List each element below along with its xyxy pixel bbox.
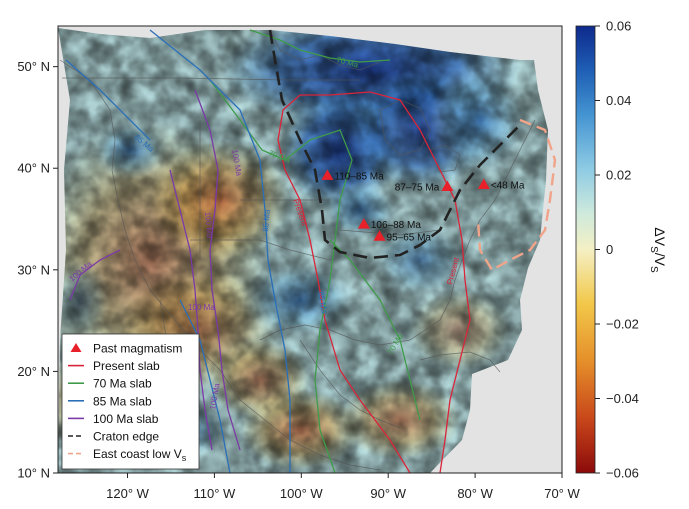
legend-item: East coast low Vs xyxy=(68,447,187,463)
colorbar-tick-label: 0.06 xyxy=(606,19,631,34)
colorbar: 0.06 0.04 0.02 0 −0.02 −0.04 −0.06 ΔVS/VS xyxy=(575,19,668,481)
legend-item: Present slab xyxy=(68,359,160,373)
slab-contours xyxy=(65,29,471,473)
magmatism-label: 95–65 Ma xyxy=(387,232,432,243)
ma70-slab-line-b xyxy=(209,79,353,473)
ma100-slab-line xyxy=(69,249,121,301)
colorbar-tick-label: 0.02 xyxy=(606,168,631,183)
colorbar-tick-label: −0.04 xyxy=(606,391,639,406)
lon-tick-label: 100° W xyxy=(280,486,324,501)
lat-tick-label: 20° N xyxy=(17,364,50,379)
map-border xyxy=(57,25,563,474)
magmatism-label: <48 Ma xyxy=(491,180,525,191)
magmatism-site: 95–65 Ma xyxy=(373,230,432,243)
colorbar-tick-label: 0 xyxy=(606,242,613,257)
legend-item: 100 Ma slab xyxy=(68,412,159,426)
ma85-label-b: 85 Ma xyxy=(261,209,272,232)
legend-label: East coast low Vs xyxy=(93,447,187,463)
east-coast-low-vs xyxy=(476,118,557,272)
ma100-slab-line-c xyxy=(169,169,213,451)
colorbar-tick-label: −0.02 xyxy=(606,317,639,332)
legend-item: 85 Ma slab xyxy=(68,394,152,408)
ma100-label-c: 100 Ma xyxy=(203,211,214,239)
latitude-axis: 50° N 40° N 30° N 20° N 10° N xyxy=(17,59,58,481)
magmatism-triangle xyxy=(373,230,386,241)
legend-item: Past magmatism xyxy=(70,342,182,356)
legend-label: Past magmatism xyxy=(93,342,182,356)
ma70-slab-line-c xyxy=(329,239,421,421)
present-slab-line-east xyxy=(329,91,471,473)
lon-tick-label: 70° W xyxy=(544,486,580,501)
magmatism-label: 87–75 Ma xyxy=(395,183,440,194)
colorbar-tick-label: −0.06 xyxy=(606,466,639,481)
ma70-slab-line xyxy=(249,29,391,63)
ma85-slab-line-b xyxy=(149,29,291,473)
colorbar-tick-label: 0.04 xyxy=(606,93,631,108)
lon-tick-label: 90° W xyxy=(370,486,406,501)
legend-box xyxy=(61,333,200,470)
magmatism-triangle xyxy=(477,178,490,189)
legend-label: Present slab xyxy=(93,359,160,373)
magmatism-triangle xyxy=(321,169,334,180)
present-slab-line xyxy=(277,94,411,473)
lat-tick-label: 30° N xyxy=(17,262,50,277)
lat-tick-label: 50° N xyxy=(17,59,50,74)
magmatism-site: 106–88 Ma xyxy=(357,218,421,231)
ma100-slab-line-b xyxy=(194,89,241,451)
lon-tick-label: 80° W xyxy=(457,486,493,501)
craton-edge xyxy=(268,29,521,260)
ma85-label-c: 85 Ma xyxy=(316,291,329,315)
magmatism-triangle xyxy=(441,180,454,192)
legend-label: 70 Ma slab xyxy=(93,377,152,391)
ma85-slab-line xyxy=(65,59,151,141)
lon-tick-label: 110° W xyxy=(194,486,237,501)
colorbar-gradient xyxy=(575,25,596,474)
legend-label: Craton edge xyxy=(93,430,159,444)
lat-tick-label: 10° N xyxy=(17,466,50,481)
magmatism-label: 106–88 Ma xyxy=(371,220,421,231)
legend-item: 70 Ma slab xyxy=(68,377,152,391)
lat-tick-label: 40° N xyxy=(17,161,50,176)
legend-label: 100 Ma slab xyxy=(93,412,159,426)
magmatism-triangle xyxy=(357,218,370,229)
magmatism-site: 110–85 Ma xyxy=(321,169,384,182)
longitude-axis: 120° W 110° W 100° W 90° W 80° W 70° W xyxy=(106,473,580,501)
magmatism-site: 87–75 Ma xyxy=(395,180,454,194)
ma85-slab-line-c xyxy=(179,299,231,473)
ma100-label-d: 100 Ma xyxy=(188,303,215,312)
legend-marker xyxy=(70,343,82,352)
legend: Past magmatism Present slab 70 Ma slab 85 M… xyxy=(61,333,200,470)
magmatism-site: <48 Ma xyxy=(477,178,525,191)
lon-tick-label: 120° W xyxy=(106,486,150,501)
legend-label: 85 Ma slab xyxy=(93,394,152,408)
legend-item: Craton edge xyxy=(68,430,159,444)
magmatism-label: 110–85 Ma xyxy=(334,171,384,182)
colorbar-title: ΔVS/VS xyxy=(648,227,668,273)
